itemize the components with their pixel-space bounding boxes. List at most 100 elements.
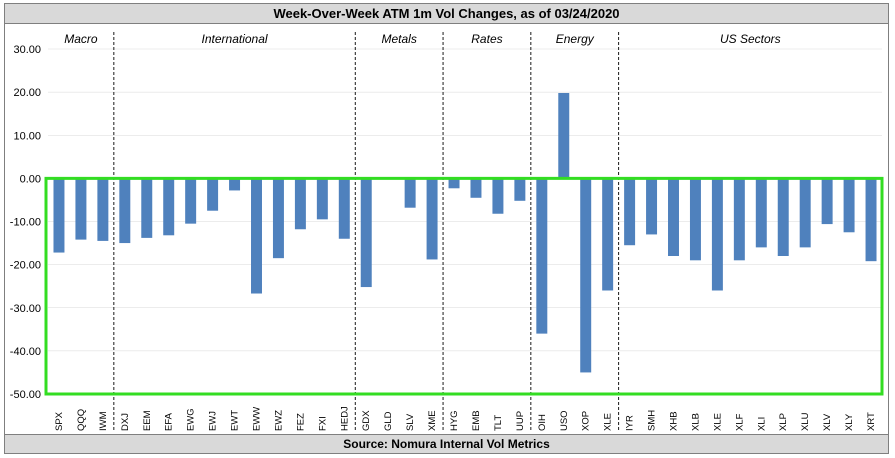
bar [777,178,789,256]
x-tick-label: XHB [669,411,680,431]
source-footer: Source: Nomura Internal Vol Metrics [4,434,889,454]
bar [668,178,679,256]
x-tick-label: EWW [252,407,263,431]
bar [185,178,197,224]
x-tick-label: FXI [317,416,328,431]
highlight-box-layer [44,176,884,396]
group-dividers [113,32,620,430]
bar [448,178,460,189]
x-tick-label: FEZ [295,413,306,431]
y-tick-label: -10.00 [10,217,41,229]
x-tick-label: HEDJ [339,406,350,431]
bar [492,178,504,214]
bar [602,178,614,291]
x-tick-label: XLU [800,412,811,431]
x-tick-label: QQQ [76,409,87,431]
bar [360,178,372,288]
bar [843,178,855,233]
highlight-box [44,176,884,396]
x-tick-label: GDX [361,410,372,431]
x-tick-label: DXJ [120,413,131,431]
x-tick-labels: SPX QQQ IWM DXJ EEM EFA EWG EWJ EWT EWW EWZ FEZ FXI H… [54,406,877,431]
group-label: Metals [381,32,416,46]
bar [207,178,219,211]
bar [865,178,877,262]
x-tick-label: XME [427,410,438,431]
x-tick-label: EWG [186,408,197,431]
bar [141,178,153,238]
group-label: International [202,32,268,46]
x-tick-label: TLT [493,415,504,431]
x-tick-label: HYG [449,410,460,431]
bar [821,178,833,225]
bar [470,178,482,198]
bar [338,178,350,239]
group-label: US Sectors [720,32,781,46]
group-label: Energy [556,32,595,46]
x-tick-label: UUP [515,411,526,431]
bar [163,178,175,236]
x-tick-label: XLY [844,413,855,431]
x-tick-label: EWZ [273,410,284,431]
y-tick-label: 30.00 [13,44,41,56]
bar [53,178,65,253]
x-tick-label: IYR [625,415,636,431]
bar [251,178,262,294]
bar [755,178,767,248]
bar [316,178,328,220]
x-tick-label: EWJ [208,411,219,431]
x-tick-label: XLI [756,417,767,431]
y-tick-label: -50.00 [10,389,41,401]
y-tick-label: -40.00 [10,346,41,358]
x-tick-label: XLF [734,413,745,431]
y-tick-label: 0.00 [20,173,41,185]
bar [580,178,592,373]
bar [514,178,526,201]
bar [404,178,416,208]
bar [646,178,658,235]
group-labels: Macro International Metals Rates Energy US Se… [64,32,780,46]
group-label: Rates [471,32,502,46]
bar [689,178,701,261]
bars [53,92,877,373]
x-tick-label: EMB [471,410,482,431]
x-tick-label: EWT [230,410,241,431]
x-tick-label: XOP [581,411,592,431]
y-tick-label: -20.00 [10,260,41,272]
bar [426,178,438,260]
x-tick-label: XLP [778,413,789,431]
bar [799,178,811,248]
bar [624,178,636,246]
y-tick-label: -30.00 [10,303,41,315]
x-tick-label: SLV [405,413,416,431]
bar [733,178,745,261]
x-tick-label: SPX [54,411,65,431]
bar [229,178,241,191]
bar [97,178,109,241]
x-tick-label: USO [559,410,570,431]
bar [558,92,570,179]
chart-title: Week-Over-Week ATM 1m Vol Changes, as of… [4,3,889,24]
y-tick-label: 10.00 [13,130,41,142]
bar [711,178,723,291]
x-tick-label: XLE [603,413,614,431]
x-tick-label: XRT [866,412,877,431]
x-tick-label: XLV [822,413,833,431]
y-tick-labels: 30.00 20.00 10.00 0.00 -10.00 -20.00 -30.00 -40… [10,44,41,401]
x-tick-label: EFA [164,412,175,431]
group-label: Macro [64,32,98,46]
x-tick-label: EEM [142,410,153,431]
x-tick-label: GLD [383,411,394,431]
x-tick-label: XLE [712,413,723,431]
bar [294,178,306,230]
x-tick-label: XLB [690,413,701,431]
x-tick-label: IWM [98,411,109,431]
x-tick-label: OIH [537,414,548,431]
y-tick-label: 20.00 [13,87,41,99]
bar [75,178,87,240]
bar [536,178,548,334]
x-tick-label: SMH [647,410,658,431]
bar [119,178,131,244]
bar [272,178,284,259]
